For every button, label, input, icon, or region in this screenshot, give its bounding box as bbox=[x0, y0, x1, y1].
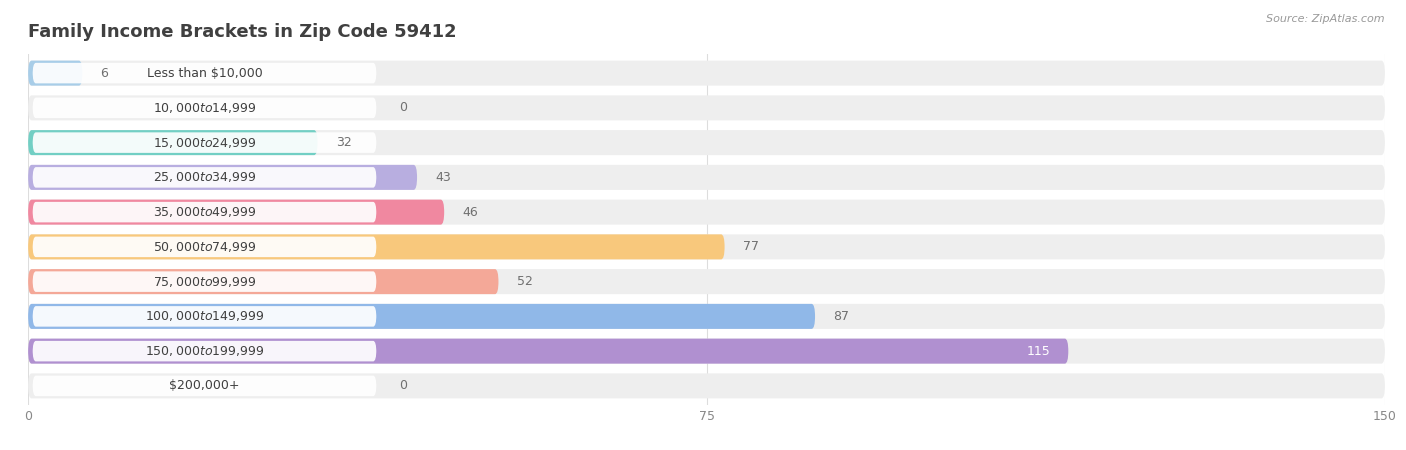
FancyBboxPatch shape bbox=[32, 63, 377, 83]
FancyBboxPatch shape bbox=[28, 200, 444, 225]
FancyBboxPatch shape bbox=[28, 130, 1385, 155]
FancyBboxPatch shape bbox=[32, 306, 377, 327]
FancyBboxPatch shape bbox=[32, 132, 377, 153]
Text: 0: 0 bbox=[399, 379, 406, 392]
FancyBboxPatch shape bbox=[28, 374, 1385, 398]
FancyBboxPatch shape bbox=[28, 304, 1385, 329]
FancyBboxPatch shape bbox=[32, 376, 377, 396]
FancyBboxPatch shape bbox=[32, 202, 377, 222]
Text: 32: 32 bbox=[336, 136, 352, 149]
Text: 52: 52 bbox=[516, 275, 533, 288]
Text: $75,000 to $99,999: $75,000 to $99,999 bbox=[153, 274, 256, 288]
Text: $100,000 to $149,999: $100,000 to $149,999 bbox=[145, 310, 264, 324]
Text: 6: 6 bbox=[100, 67, 108, 80]
Text: 115: 115 bbox=[1026, 345, 1050, 358]
Text: 77: 77 bbox=[742, 240, 759, 253]
Text: Source: ZipAtlas.com: Source: ZipAtlas.com bbox=[1267, 14, 1385, 23]
FancyBboxPatch shape bbox=[28, 269, 499, 294]
FancyBboxPatch shape bbox=[32, 271, 377, 292]
FancyBboxPatch shape bbox=[28, 269, 1385, 294]
FancyBboxPatch shape bbox=[28, 165, 418, 190]
FancyBboxPatch shape bbox=[28, 61, 1385, 86]
Text: $25,000 to $34,999: $25,000 to $34,999 bbox=[153, 171, 256, 184]
Text: Family Income Brackets in Zip Code 59412: Family Income Brackets in Zip Code 59412 bbox=[28, 23, 457, 41]
FancyBboxPatch shape bbox=[28, 165, 1385, 190]
Text: $50,000 to $74,999: $50,000 to $74,999 bbox=[153, 240, 256, 254]
FancyBboxPatch shape bbox=[32, 167, 377, 188]
FancyBboxPatch shape bbox=[32, 341, 377, 361]
FancyBboxPatch shape bbox=[28, 304, 815, 329]
FancyBboxPatch shape bbox=[28, 95, 1385, 121]
FancyBboxPatch shape bbox=[28, 130, 318, 155]
Text: 43: 43 bbox=[436, 171, 451, 184]
Text: 87: 87 bbox=[834, 310, 849, 323]
Text: $150,000 to $199,999: $150,000 to $199,999 bbox=[145, 344, 264, 358]
FancyBboxPatch shape bbox=[28, 338, 1069, 364]
FancyBboxPatch shape bbox=[32, 237, 377, 257]
Text: $10,000 to $14,999: $10,000 to $14,999 bbox=[153, 101, 256, 115]
Text: 0: 0 bbox=[399, 101, 406, 114]
FancyBboxPatch shape bbox=[28, 234, 724, 259]
FancyBboxPatch shape bbox=[28, 200, 1385, 225]
Text: Less than $10,000: Less than $10,000 bbox=[146, 67, 263, 80]
FancyBboxPatch shape bbox=[28, 338, 1385, 364]
Text: $200,000+: $200,000+ bbox=[169, 379, 240, 392]
FancyBboxPatch shape bbox=[32, 98, 377, 118]
Text: 46: 46 bbox=[463, 206, 478, 219]
FancyBboxPatch shape bbox=[28, 234, 1385, 259]
Text: $35,000 to $49,999: $35,000 to $49,999 bbox=[153, 205, 256, 219]
Text: $15,000 to $24,999: $15,000 to $24,999 bbox=[153, 135, 256, 149]
FancyBboxPatch shape bbox=[28, 61, 83, 86]
